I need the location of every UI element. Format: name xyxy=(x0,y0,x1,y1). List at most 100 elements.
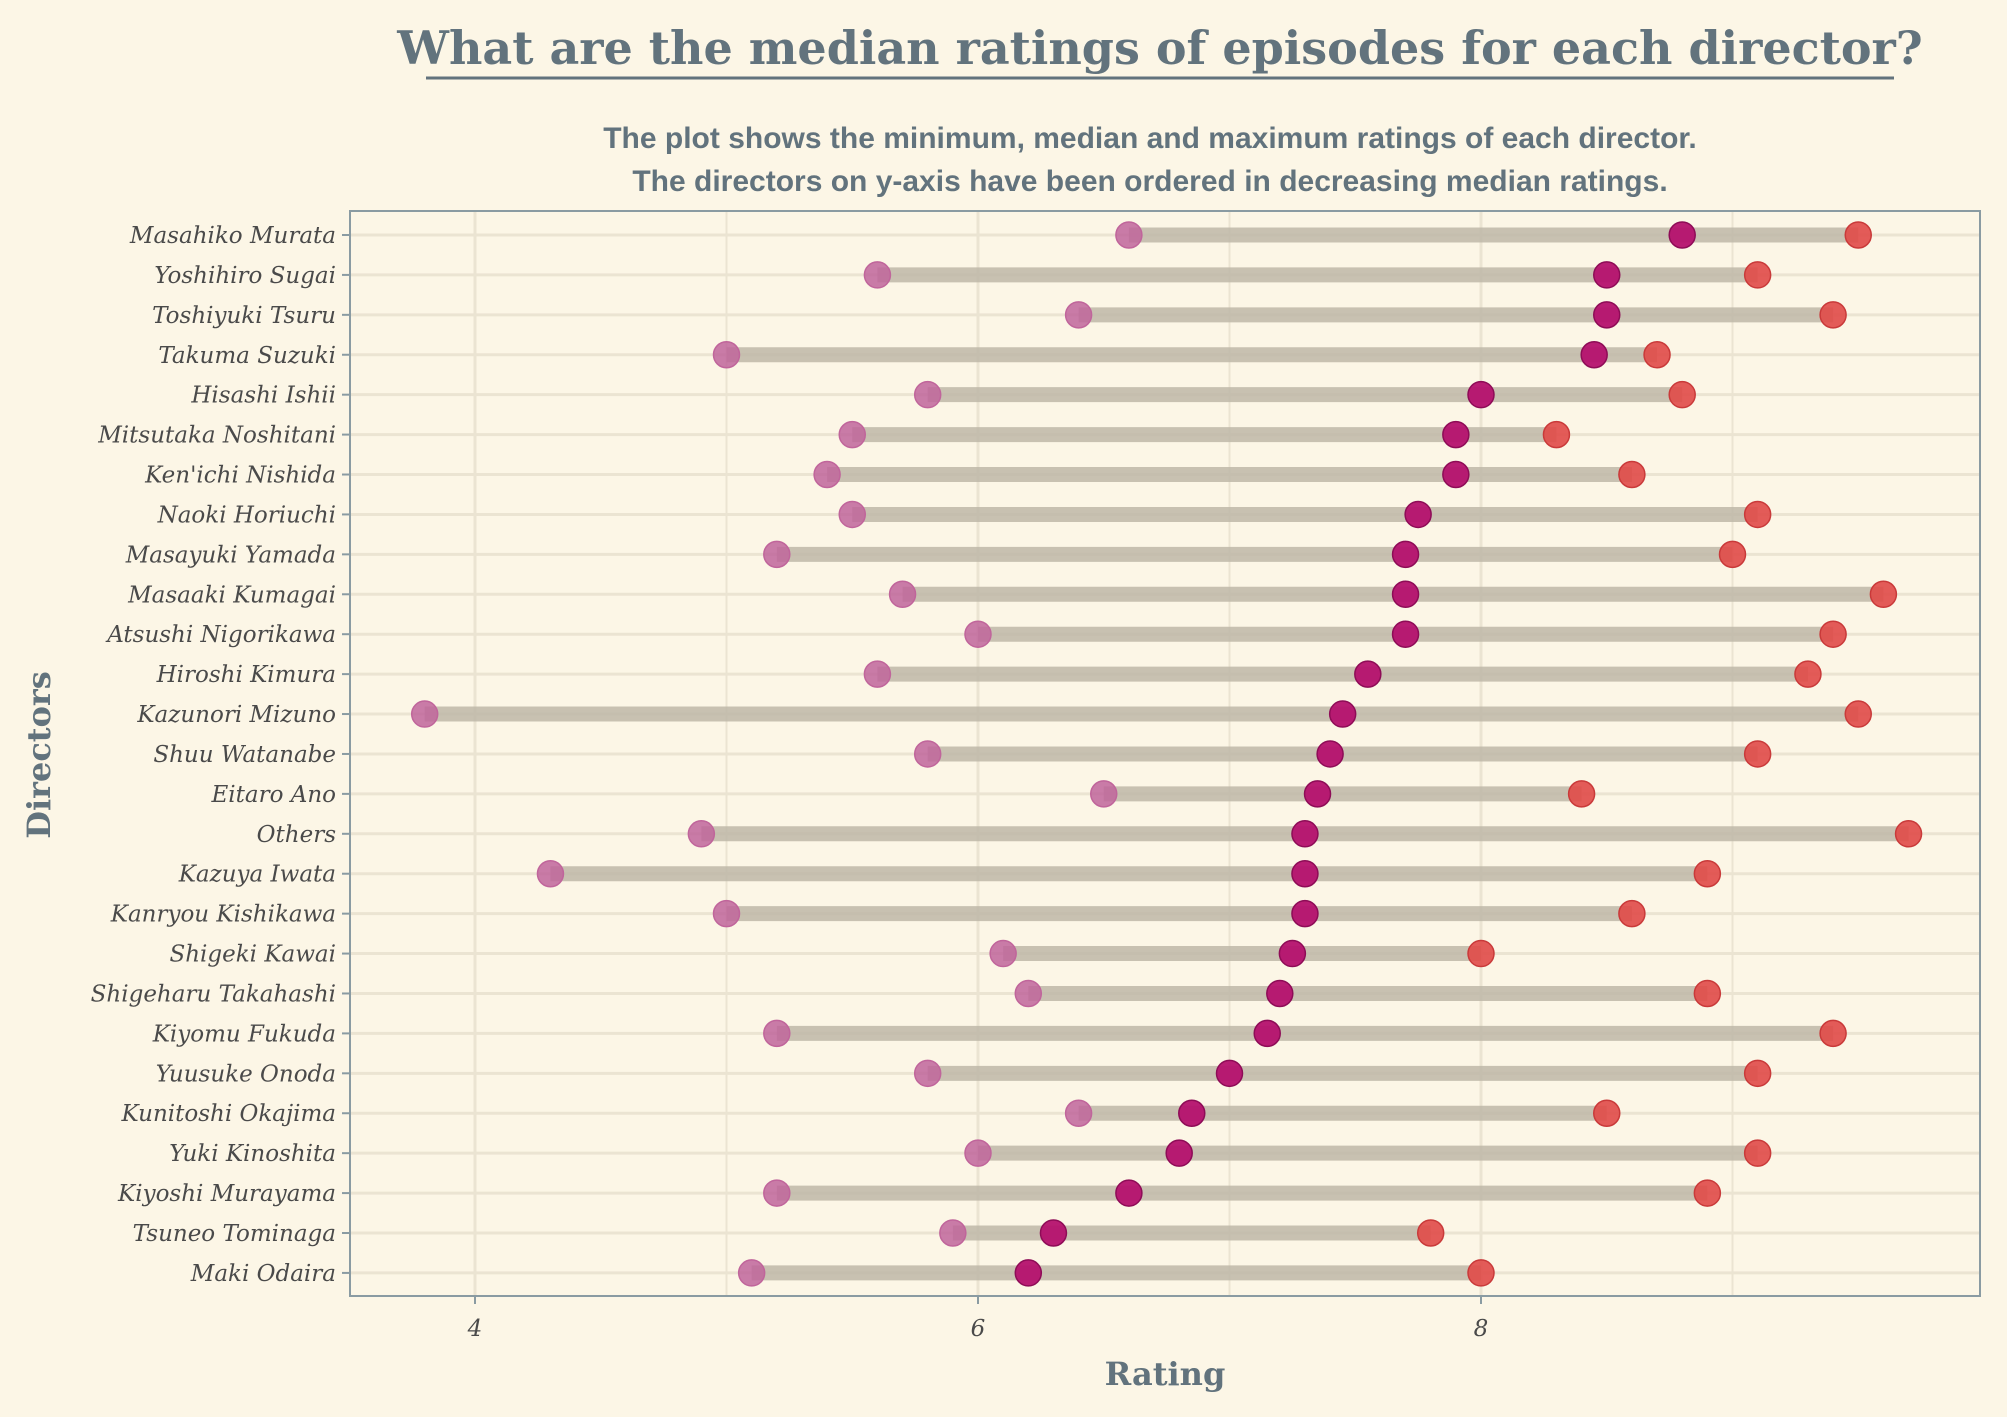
max-rating-point xyxy=(1542,420,1571,449)
min-rating-point xyxy=(763,1179,791,1207)
y-tick-label: Shigeharu Takahashi xyxy=(91,981,336,1007)
min-rating-point xyxy=(1064,301,1093,329)
y-tick-label: Shuu Watanabe xyxy=(153,742,336,768)
min-rating-point xyxy=(536,859,565,888)
min-rating-point xyxy=(939,1219,967,1247)
median-rating-point xyxy=(1580,341,1608,369)
min-rating-point xyxy=(863,261,892,289)
median-rating-point xyxy=(1253,1019,1281,1048)
median-rating-point xyxy=(1303,780,1332,808)
y-tick-label: Takuma Suzuki xyxy=(158,343,336,369)
min-rating-point xyxy=(1014,979,1043,1008)
max-rating-point xyxy=(1819,1019,1847,1048)
median-rating-point xyxy=(1442,460,1470,489)
median-rating-point xyxy=(1391,580,1420,609)
median-rating-point xyxy=(1467,380,1495,409)
median-rating-point xyxy=(1442,420,1470,449)
max-rating-point xyxy=(1618,899,1646,928)
max-rating-point xyxy=(1467,939,1495,968)
median-rating-point xyxy=(1178,1099,1206,1127)
y-tick-label: Tsuneo Tominaga xyxy=(133,1221,336,1247)
median-rating-point xyxy=(1039,1219,1068,1247)
max-rating-point xyxy=(1819,301,1847,329)
median-rating-point xyxy=(1266,979,1294,1008)
min-rating-point xyxy=(712,341,741,369)
min-rating-point xyxy=(989,939,1017,968)
max-rating-point xyxy=(1467,1259,1495,1287)
y-tick-label: Kazuya Iwata xyxy=(178,862,336,888)
min-rating-point xyxy=(913,740,942,768)
max-rating-point xyxy=(1794,660,1822,688)
y-tick-label: Kanryou Kishikawa xyxy=(110,902,336,928)
median-rating-point xyxy=(1593,301,1621,329)
median-rating-point xyxy=(1354,660,1382,688)
y-tick-label: Kazunori Mizuno xyxy=(136,702,336,728)
min-rating-point xyxy=(964,620,992,648)
y-tick-label: Hiroshi Kimura xyxy=(156,662,336,688)
y-tick-label: Kiyoshi Murayama xyxy=(117,1181,336,1207)
y-tick-label: Naoki Horiuchi xyxy=(157,502,336,528)
y-tick-label: Kiyomu Fukuda xyxy=(152,1021,336,1047)
max-rating-point xyxy=(1643,341,1671,369)
x-tick-label: 4 xyxy=(467,1316,483,1342)
max-rating-point xyxy=(1718,540,1747,569)
min-rating-point xyxy=(763,1019,791,1048)
median-rating-point xyxy=(1014,1259,1043,1287)
y-tick-label: Masayuki Yamada xyxy=(125,542,336,568)
median-rating-point xyxy=(1668,221,1696,249)
median-rating-point xyxy=(1291,820,1319,848)
min-rating-point xyxy=(888,580,917,609)
median-rating-point xyxy=(1291,859,1319,888)
min-rating-point xyxy=(863,660,892,688)
min-rating-point xyxy=(712,899,741,928)
min-rating-point xyxy=(737,1259,766,1287)
chart-title: What are the median ratings of episodes … xyxy=(396,21,1922,75)
max-rating-point xyxy=(1743,1059,1772,1088)
median-rating-point xyxy=(1404,500,1432,529)
y-axis-title: Directors xyxy=(20,671,58,839)
y-tick-label: Masaaki Kumagai xyxy=(127,582,336,608)
max-rating-point xyxy=(1593,1099,1621,1127)
max-rating-point xyxy=(1693,1179,1722,1207)
min-rating-point xyxy=(1115,221,1143,249)
median-rating-point xyxy=(1593,261,1621,289)
y-tick-label: Eitaro Ano xyxy=(210,782,336,808)
median-rating-point xyxy=(1391,540,1420,569)
x-axis-tick-labels: 4 6 8 xyxy=(467,1296,1489,1342)
max-rating-point xyxy=(1819,620,1847,648)
x-tick-label: 8 xyxy=(1474,1316,1489,1342)
max-rating-point xyxy=(1693,859,1722,888)
y-tick-label: Toshiyuki Tsuru xyxy=(152,303,336,329)
max-rating-point xyxy=(1743,740,1772,768)
x-tick-label: 6 xyxy=(971,1316,986,1342)
y-tick-label: Others xyxy=(257,822,337,848)
max-rating-point xyxy=(1743,500,1772,529)
y-axis-tick-labels: Masahiko Murata Yoshihiro Sugai Toshiyuki … xyxy=(91,223,350,1287)
min-rating-point xyxy=(838,420,866,449)
y-tick-label: Atsushi Nigorikawa xyxy=(105,622,336,648)
median-rating-point xyxy=(1215,1059,1244,1088)
y-tick-label: Maki Odaira xyxy=(190,1261,336,1287)
y-tick-label: Shigeki Kawai xyxy=(169,942,336,968)
max-rating-point xyxy=(1894,820,1923,848)
min-rating-point xyxy=(838,500,866,529)
min-rating-point xyxy=(1064,1099,1093,1127)
max-rating-point xyxy=(1668,380,1696,409)
min-rating-point xyxy=(913,1059,942,1088)
y-tick-label: Ken'ichi Nishida xyxy=(144,463,336,489)
min-rating-point xyxy=(913,380,942,409)
min-rating-point xyxy=(964,1139,992,1167)
y-tick-label: Yoshihiro Sugai xyxy=(154,263,336,289)
median-rating-point xyxy=(1328,700,1357,728)
chart-subtitle-line-2: The directors on y-axis have been ordere… xyxy=(632,165,1667,198)
y-tick-label: Mitsutaka Noshitani xyxy=(97,423,336,449)
y-tick-label: Kunitoshi Okajima xyxy=(120,1101,336,1127)
min-rating-point xyxy=(1090,780,1118,808)
median-rating-point xyxy=(1316,740,1344,768)
median-rating-point xyxy=(1278,939,1307,968)
median-rating-point xyxy=(1115,1179,1143,1207)
max-rating-point xyxy=(1416,1219,1445,1247)
min-rating-point xyxy=(763,540,791,569)
y-tick-label: Yuusuke Onoda xyxy=(156,1061,336,1087)
chart-subtitle-line-1: The plot shows the minimum, median and m… xyxy=(603,122,1697,155)
